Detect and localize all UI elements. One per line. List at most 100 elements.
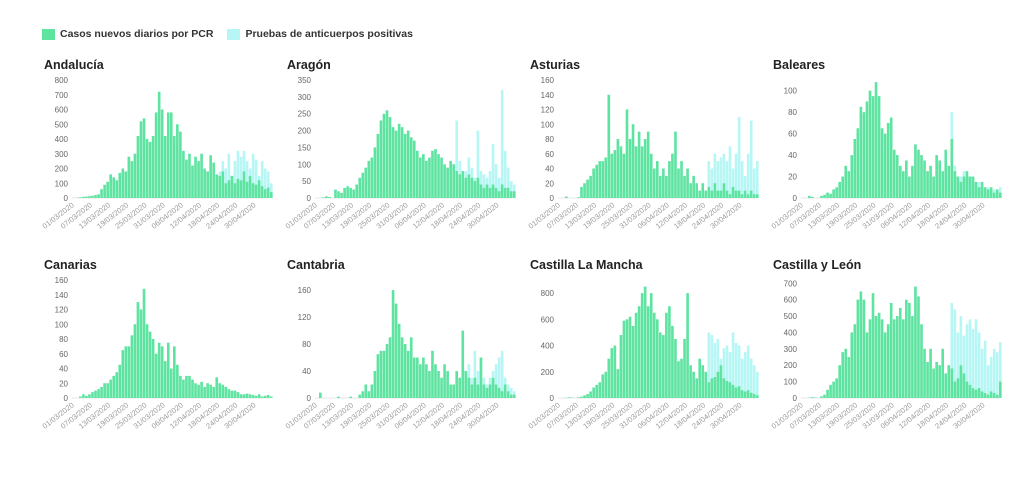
antibody-bar[interactable] [500, 350, 504, 398]
pcr-bar[interactable] [962, 176, 966, 198]
pcr-bar[interactable] [370, 157, 374, 198]
pcr-bar[interactable] [646, 306, 650, 398]
pcr-bar[interactable] [659, 332, 662, 398]
pcr-bar[interactable] [914, 286, 917, 398]
antibody-bar[interactable] [245, 161, 249, 198]
pcr-bar[interactable] [473, 377, 477, 398]
pcr-bar[interactable] [503, 384, 507, 398]
pcr-bar[interactable] [589, 391, 592, 398]
antibody-bar[interactable] [455, 120, 459, 198]
pcr-bar[interactable] [743, 391, 747, 398]
pcr-bar[interactable] [746, 390, 750, 398]
antibody-bar[interactable] [482, 174, 486, 198]
pcr-bar[interactable] [179, 375, 182, 398]
pcr-bar[interactable] [391, 127, 395, 198]
pcr-bar[interactable] [895, 316, 899, 398]
pcr-bar[interactable] [346, 186, 349, 198]
pcr-bar[interactable] [455, 371, 459, 398]
antibody-bar[interactable] [749, 120, 753, 198]
pcr-bar[interactable] [458, 174, 462, 198]
pcr-bar[interactable] [986, 189, 990, 198]
pcr-bar[interactable] [929, 348, 932, 398]
pcr-bar[interactable] [637, 306, 641, 398]
pcr-bar[interactable] [400, 127, 404, 198]
pcr-bar[interactable] [631, 325, 635, 398]
pcr-bar[interactable] [883, 332, 887, 398]
pcr-bar[interactable] [755, 395, 759, 398]
pcr-bar[interactable] [85, 196, 88, 198]
pcr-bar[interactable] [197, 384, 200, 398]
pcr-bar[interactable] [823, 394, 826, 398]
pcr-bar[interactable] [862, 112, 866, 198]
pcr-bar[interactable] [409, 137, 413, 198]
pcr-bar[interactable] [683, 175, 686, 198]
pcr-bar[interactable] [610, 348, 614, 398]
pcr-bar[interactable] [686, 168, 689, 199]
pcr-bar[interactable] [479, 357, 483, 398]
pcr-bar[interactable] [853, 139, 857, 198]
pcr-bar[interactable] [409, 337, 413, 398]
pcr-bar[interactable] [224, 386, 228, 398]
antibody-bar[interactable] [977, 332, 981, 398]
pcr-bar[interactable] [592, 387, 595, 398]
pcr-bar[interactable] [425, 160, 428, 198]
pcr-bar[interactable] [428, 371, 431, 398]
pcr-bar[interactable] [361, 391, 365, 398]
pcr-bar[interactable] [97, 389, 100, 398]
pcr-bar[interactable] [157, 342, 161, 398]
pcr-bar[interactable] [586, 179, 589, 198]
pcr-bar[interactable] [908, 176, 911, 198]
pcr-bar[interactable] [263, 395, 267, 398]
pcr-bar[interactable] [385, 110, 389, 198]
pcr-bar[interactable] [446, 371, 449, 398]
pcr-bar[interactable] [494, 187, 498, 198]
antibody-bar[interactable] [980, 348, 984, 398]
pcr-bar[interactable] [212, 162, 216, 198]
pcr-bar[interactable] [853, 324, 857, 398]
pcr-bar[interactable] [488, 384, 492, 398]
pcr-bar[interactable] [245, 181, 249, 198]
pcr-bar[interactable] [188, 153, 191, 198]
pcr-bar[interactable] [856, 128, 860, 198]
pcr-bar[interactable] [850, 332, 854, 398]
pcr-bar[interactable] [136, 302, 140, 398]
pcr-bar[interactable] [713, 183, 717, 198]
pcr-bar[interactable] [512, 394, 516, 398]
pcr-bar[interactable] [376, 354, 380, 398]
pcr-bar[interactable] [577, 197, 580, 198]
pcr-bar[interactable] [239, 180, 243, 198]
pcr-bar[interactable] [974, 389, 978, 398]
pcr-bar[interactable] [236, 392, 240, 398]
pcr-bar[interactable] [565, 196, 568, 198]
antibody-bar[interactable] [491, 144, 495, 198]
pcr-bar[interactable] [103, 184, 106, 198]
pcr-bar[interactable] [103, 383, 106, 398]
antibody-bar[interactable] [719, 157, 723, 198]
antibody-bar[interactable] [506, 167, 510, 198]
pcr-bar[interactable] [811, 196, 814, 198]
pcr-bar[interactable] [977, 388, 981, 398]
pcr-bar[interactable] [838, 181, 841, 198]
pcr-bar[interactable] [230, 390, 234, 398]
pcr-bar[interactable] [148, 331, 152, 398]
antibody-bar[interactable] [743, 175, 747, 198]
pcr-bar[interactable] [403, 344, 407, 398]
pcr-bar[interactable] [677, 361, 680, 398]
pcr-bar[interactable] [482, 187, 486, 198]
pcr-bar[interactable] [476, 384, 480, 398]
pcr-bar[interactable] [100, 189, 103, 198]
pcr-bar[interactable] [266, 395, 270, 398]
pcr-bar[interactable] [470, 384, 474, 398]
pcr-bar[interactable] [197, 161, 200, 198]
pcr-bar[interactable] [233, 183, 237, 198]
pcr-bar[interactable] [112, 177, 116, 198]
pcr-bar[interactable] [133, 153, 137, 198]
pcr-bar[interactable] [251, 395, 255, 398]
pcr-bar[interactable] [580, 396, 583, 398]
pcr-bar[interactable] [950, 139, 954, 198]
antibody-bar[interactable] [971, 329, 975, 398]
pcr-bar[interactable] [835, 187, 838, 198]
pcr-bar[interactable] [992, 393, 996, 398]
pcr-bar[interactable] [115, 372, 119, 398]
pcr-bar[interactable] [580, 186, 583, 198]
